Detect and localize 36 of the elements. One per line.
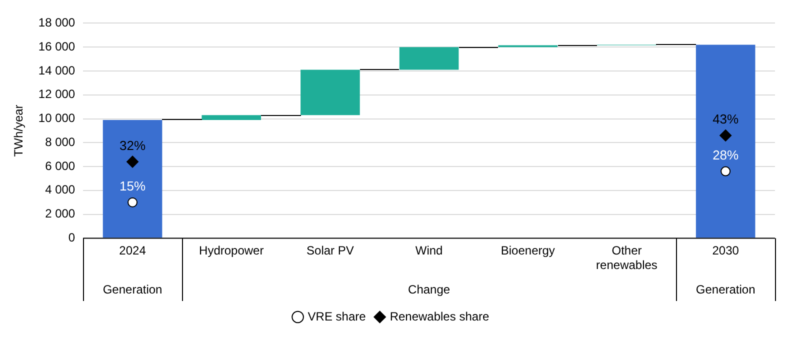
x-tick-label: Other renewables [596,244,658,272]
y-tick-label: 0 [68,230,76,245]
text: Change [408,282,450,296]
legend-label: VRE share [308,309,366,324]
y-tick-label: 8 000 [45,134,76,149]
y-axis-title: TWh/year [12,104,26,157]
bar [399,47,459,70]
text: Generation [102,282,162,296]
y-tick-label: 4 000 [45,182,76,197]
data-label: 15% [120,178,146,194]
point [128,197,138,208]
y-tick-label: 6 000 [45,158,76,173]
point [720,129,732,142]
y-tick-label: 16 000 [38,39,76,54]
bar [696,44,756,238]
point [126,156,139,168]
data-label: 43% [712,112,740,127]
y-tick-label: 12 000 [38,87,76,102]
point [720,166,731,176]
bar [202,115,262,120]
data-label: 28% [712,147,740,162]
x-tick-label: Solar PV [306,244,354,258]
y-tick-label: 10 000 [38,111,76,126]
x-tick-label: 2024 [119,244,146,258]
legend-label: Renewables share [390,309,490,324]
x-tick-label: Hydropower [199,244,264,258]
x-tick-label: Bioenergy [500,244,555,258]
bar [102,120,162,238]
text: Generation [696,282,756,296]
y-tick-label: 18 000 [38,16,76,30]
x-tick-label: Wind [415,244,443,258]
y-tick-label: 14 000 [38,63,76,78]
y-tick-label: 2 000 [45,206,76,221]
x-tick-label: 2030 [712,244,740,258]
bar [300,70,360,116]
data-label: 32% [120,138,146,153]
